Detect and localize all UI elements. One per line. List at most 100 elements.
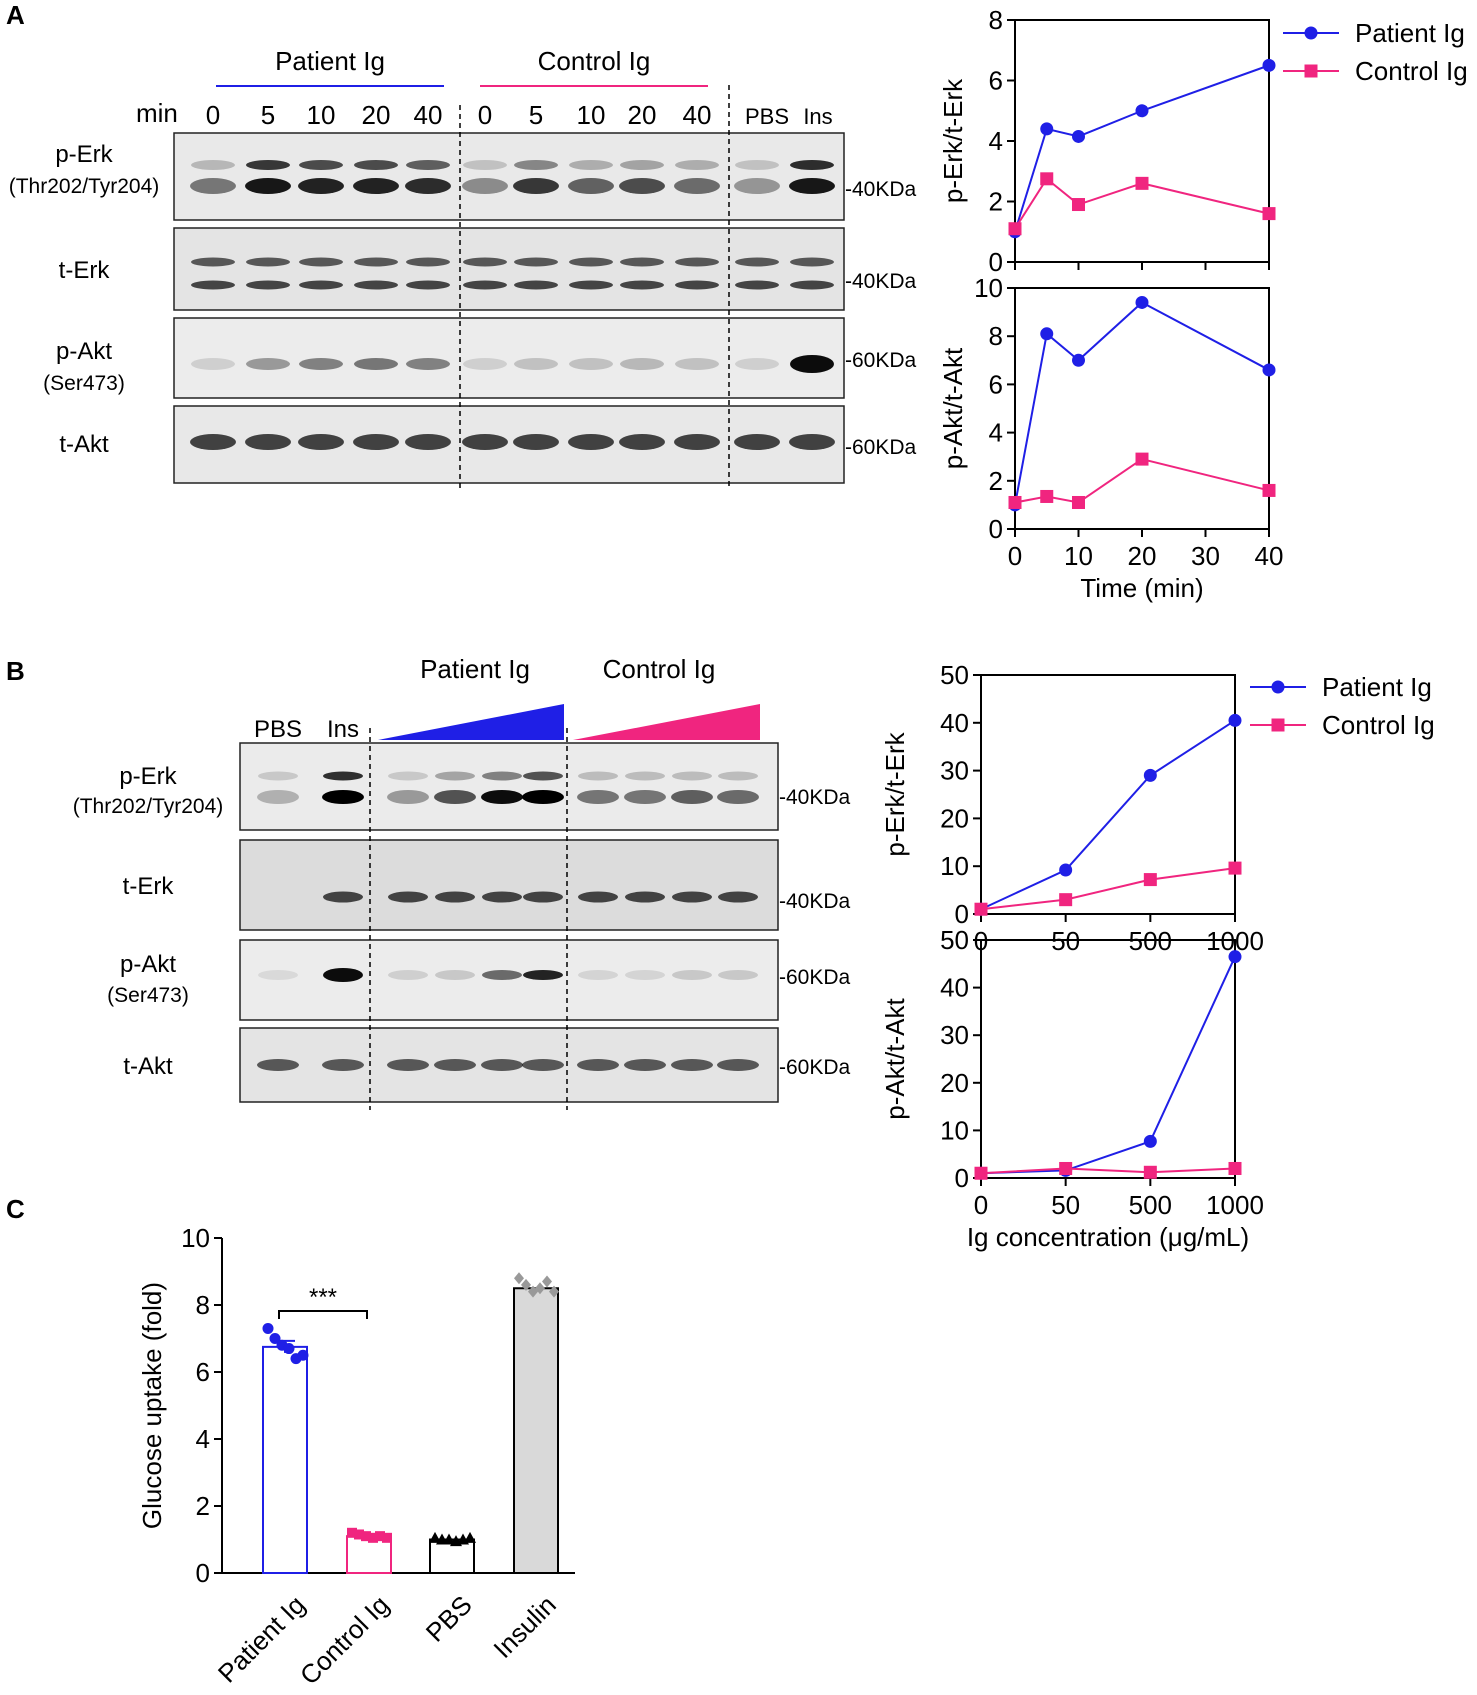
blot-band	[299, 280, 343, 290]
blot-band	[463, 257, 507, 267]
x-tick-label: PBS	[420, 1590, 478, 1648]
blot-a-group-patient: Patient Ig	[275, 46, 385, 76]
blot-band	[354, 358, 398, 370]
blot-a-lane-label: 5	[261, 100, 275, 130]
blot-band	[577, 1059, 619, 1071]
blot-band	[246, 160, 290, 170]
data-point	[974, 1166, 988, 1180]
x-tick-label: 40	[1255, 541, 1284, 571]
y-tick-label: 20	[940, 803, 969, 833]
data-point	[1143, 1134, 1157, 1148]
blot-band	[298, 434, 344, 450]
plot-frame	[980, 674, 1236, 915]
data-point	[1228, 950, 1242, 964]
x-tick-label: Control Ig	[294, 1590, 395, 1691]
blot-band	[462, 178, 508, 194]
blot-band	[522, 1059, 564, 1071]
blot-a-min-label: min	[136, 98, 178, 128]
panel-b-blot: Patient Ig Control Ig PBS Ins p-Erk (Thr…	[73, 654, 851, 1110]
blot-b-bands	[257, 771, 759, 1071]
data-point	[443, 1533, 455, 1545]
blot-band	[405, 434, 451, 450]
blot-band	[299, 358, 343, 370]
data-point	[1008, 222, 1022, 236]
blot-band	[624, 790, 666, 804]
data-point	[514, 1272, 524, 1285]
legend-label: Control Ig	[1322, 710, 1435, 740]
panel-b-label: B	[6, 656, 25, 686]
blot-band	[245, 178, 291, 194]
blot-band	[514, 257, 558, 267]
blot-band	[790, 280, 834, 290]
blot-a-row-perk-name: p-Erk	[55, 141, 113, 168]
blot-a-lane-labels: 0 5 10 20 40 0 5 10 20 40	[206, 100, 712, 130]
blot-a-bands	[190, 160, 835, 450]
blot-band	[387, 790, 429, 804]
blot-band	[672, 970, 712, 980]
legend-marker	[1304, 64, 1318, 78]
blot-a-row-terk-name: t-Erk	[59, 257, 111, 284]
data-point	[1059, 1161, 1073, 1175]
blot-a-lane-label: 40	[414, 100, 443, 130]
blot-band	[675, 280, 719, 290]
blot-a-lane-label: 10	[307, 100, 336, 130]
blot-band	[790, 355, 834, 373]
panel-a-label: A	[6, 0, 25, 30]
blot-a-group-control: Control Ig	[538, 46, 651, 76]
blot-band	[620, 257, 664, 267]
blot-band	[568, 434, 614, 450]
x-axis-label: Ig concentration (μg/mL)	[967, 1222, 1249, 1252]
blot-a-kda-perk: -40KDa	[845, 178, 917, 201]
y-tick-label: 0	[989, 247, 1003, 277]
blot-band	[514, 280, 558, 290]
data-point	[1040, 327, 1054, 341]
blot-b-row-pakt-name: p-Akt	[120, 951, 176, 978]
blot-band	[672, 891, 712, 903]
blot-b-row-perk-name: p-Erk	[119, 763, 177, 790]
blot-band	[522, 790, 564, 804]
blot-band	[577, 790, 619, 804]
blot-band	[434, 1059, 476, 1071]
blot-a-row-pakt-name: p-Akt	[56, 338, 112, 365]
data-point	[1135, 176, 1149, 190]
blot-band	[523, 771, 563, 781]
blot-band	[513, 434, 559, 450]
blot-a-row-perk-sub: (Thr202/Tyr204)	[9, 175, 160, 198]
blot-band	[569, 358, 613, 370]
blot-a-lane-label: 5	[529, 100, 543, 130]
blot-band	[523, 891, 563, 903]
y-tick-label: 20	[940, 1068, 969, 1098]
blot-band	[482, 970, 522, 980]
blot-band	[406, 257, 450, 267]
blot-a-lane-label: 10	[577, 100, 606, 130]
series-line	[980, 719, 1236, 911]
blot-b-kda-takt: -60KDa	[779, 1056, 851, 1079]
series-line	[980, 867, 1236, 911]
y-tick-label: 10	[940, 1115, 969, 1145]
blot-band	[322, 790, 364, 804]
blot-band	[569, 257, 613, 267]
y-tick-label: 4	[196, 1424, 210, 1454]
blot-band	[523, 970, 563, 980]
blot-a-kda-terk: -40KDa	[845, 270, 917, 293]
blot-band	[514, 358, 558, 370]
y-tick-label: 10	[940, 851, 969, 881]
data-point	[535, 1282, 545, 1295]
series-line	[980, 1167, 1236, 1175]
blot-band	[299, 257, 343, 267]
blot-band	[191, 160, 235, 170]
data-point	[375, 1531, 385, 1542]
x-axis-label: Time (min)	[1080, 573, 1203, 603]
blot-a-kda-pakt: -60KDa	[845, 349, 917, 372]
significance-bracket	[278, 1310, 368, 1319]
blot-band	[299, 160, 343, 170]
data-point	[347, 1527, 357, 1538]
data-point	[1262, 58, 1276, 72]
blot-band	[298, 178, 344, 194]
y-tick-label: 50	[940, 660, 969, 690]
y-tick-label: 4	[989, 418, 1003, 448]
blot-band	[191, 358, 235, 370]
blot-band	[388, 891, 428, 903]
significance-label: ***	[309, 1284, 337, 1311]
